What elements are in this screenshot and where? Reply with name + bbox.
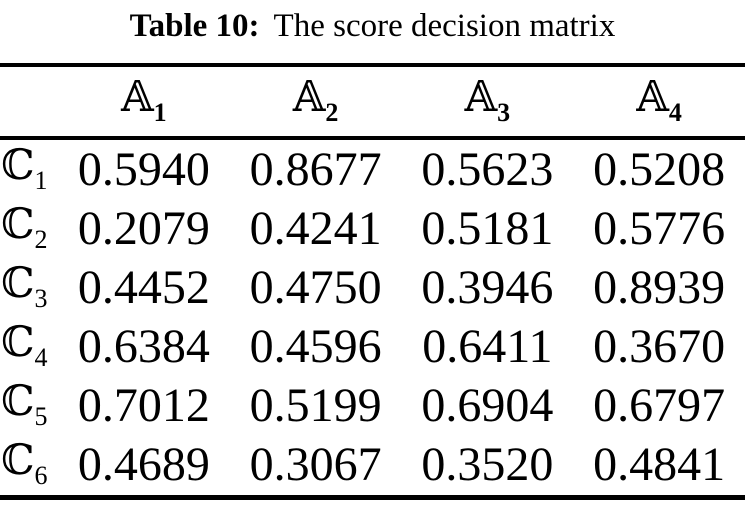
doublestruck-c-symbol: ℂ: [1, 198, 35, 248]
doublestruck-a-symbol: 𝔸: [464, 71, 498, 121]
cell-value: 0.5208: [593, 142, 726, 196]
row-label-c6: ℂ6: [0, 439, 58, 491]
cell-value: 0.4750: [249, 260, 382, 314]
column-subscript: 4: [668, 97, 682, 127]
cell-value: 0.5199: [249, 379, 382, 433]
cell-value: 0.6384: [77, 320, 210, 374]
cell-value: 0.6904: [421, 379, 554, 433]
table-row: ℂ4 0.6384 0.4596 0.6411 0.3670: [0, 318, 745, 377]
cell-value: 0.5181: [421, 201, 554, 255]
table-header-row: 𝔸1 𝔸2 𝔸3 𝔸4: [0, 67, 745, 136]
table-row: ℂ5 0.7012 0.5199 0.6904 0.6797: [0, 377, 745, 436]
row-label-c1: ℂ1: [0, 143, 58, 196]
doublestruck-c-symbol: ℂ: [1, 317, 35, 367]
table-row: ℂ1 0.5940 0.8677 0.5623 0.5208: [0, 140, 745, 199]
cell-value: 0.8677: [249, 142, 382, 196]
column-subscript: 3: [497, 97, 511, 127]
cell-value: 0.4241: [249, 201, 382, 255]
column-header-a1: 𝔸1: [58, 75, 230, 128]
doublestruck-c-symbol: ℂ: [1, 257, 35, 307]
row-subscript: 2: [34, 224, 48, 254]
row-label-c2: ℂ2: [0, 202, 58, 255]
row-label-c5: ℂ5: [0, 380, 58, 432]
table-row: ℂ3 0.4452 0.4750 0.3946 0.8939: [0, 258, 745, 317]
table-header-rule: [0, 136, 745, 140]
cell-value: 0.3520: [421, 438, 554, 492]
cell-value: 0.3067: [249, 438, 382, 492]
column-subscript: 1: [153, 97, 167, 127]
row-label-c4: ℂ4: [0, 321, 58, 373]
cell-value: 0.2079: [77, 201, 210, 255]
row-subscript: 5: [34, 402, 48, 432]
column-header-a4: 𝔸4: [573, 75, 745, 128]
cell-value: 0.4689: [77, 438, 210, 492]
doublestruck-a-symbol: 𝔸: [636, 71, 669, 121]
cell-value: 0.7012: [77, 379, 210, 433]
cell-value: 0.5940: [77, 142, 210, 196]
table-row: ℂ6 0.4689 0.3067 0.3520 0.4841: [0, 436, 745, 495]
cell-value: 0.4452: [77, 260, 210, 314]
row-label-c3: ℂ3: [0, 261, 58, 314]
cell-value: 0.8939: [593, 260, 726, 314]
row-subscript: 1: [34, 165, 48, 195]
doublestruck-c-symbol: ℂ: [1, 376, 35, 426]
table-bottom-rule: [0, 495, 745, 500]
cell-value: 0.6797: [593, 379, 726, 433]
row-subscript: 4: [34, 343, 48, 373]
cell-value: 0.4596: [249, 320, 382, 374]
column-header-a3: 𝔸3: [402, 75, 574, 128]
cell-value: 0.5623: [421, 142, 554, 196]
cell-value: 0.3670: [593, 320, 726, 374]
cell-value: 0.5776: [593, 201, 726, 255]
row-subscript: 6: [34, 461, 48, 491]
cell-value: 0.4841: [593, 438, 726, 492]
column-subscript: 2: [325, 97, 339, 127]
table-caption-label: Table 10:: [129, 8, 260, 44]
table-top-rule: [0, 63, 745, 67]
table-caption: Table 10: The score decision matrix: [0, 4, 745, 48]
doublestruck-a-symbol: 𝔸: [121, 71, 154, 121]
cell-value: 0.3946: [421, 260, 554, 314]
table-body: ℂ1 0.5940 0.8677 0.5623 0.5208 ℂ2 0.2079…: [0, 140, 745, 495]
table-row: ℂ2 0.2079 0.4241 0.5181 0.5776: [0, 199, 745, 258]
cell-value: 0.6411: [422, 320, 553, 374]
table-caption-text: The score decision matrix: [273, 8, 616, 44]
doublestruck-c-symbol: ℂ: [1, 139, 35, 189]
column-header-a2: 𝔸2: [230, 75, 402, 128]
doublestruck-a-symbol: 𝔸: [292, 71, 326, 121]
row-subscript: 3: [34, 283, 48, 313]
doublestruck-c-symbol: ℂ: [1, 435, 35, 485]
